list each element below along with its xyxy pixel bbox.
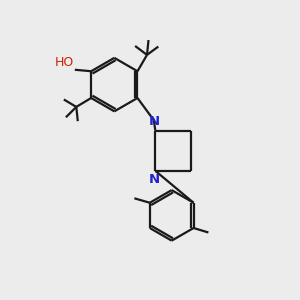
- Text: N: N: [148, 173, 159, 186]
- Text: HO: HO: [55, 56, 74, 69]
- Text: N: N: [148, 115, 159, 128]
